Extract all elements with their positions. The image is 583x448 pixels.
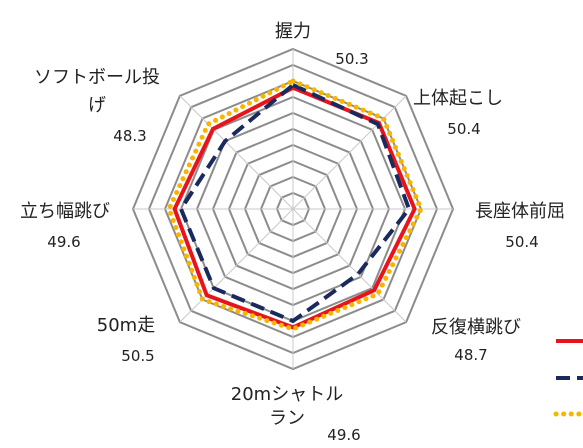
axis-value-label-5: 50.5 xyxy=(121,347,154,365)
axis-label-7-line-1: げ xyxy=(88,95,106,116)
axis-value-label-2: 50.4 xyxy=(505,233,538,251)
spoke-5 xyxy=(179,208,294,323)
series-line-0 xyxy=(172,85,417,330)
spoke-1 xyxy=(292,95,407,210)
axis-label-1-line-0: 上体起こし xyxy=(413,88,503,109)
axis-value-label-0: 50.3 xyxy=(335,50,368,68)
radar-series xyxy=(166,78,424,332)
axis-value-label-1: 50.4 xyxy=(447,120,480,138)
axis-label-6-line-0: 立ち幅跳び xyxy=(20,201,110,222)
spoke-7 xyxy=(179,95,294,210)
axis-value-label-7: 48.3 xyxy=(113,127,146,145)
axis-value-label-4: 49.6 xyxy=(327,426,360,444)
axis-label-0-line-0: 握力 xyxy=(275,21,311,42)
axis-label-5-line-0: 50m走 xyxy=(97,315,155,336)
axis-label-3-line-0: 反復横跳び xyxy=(431,317,521,338)
series-line-1 xyxy=(179,83,411,323)
radar-spokes xyxy=(133,49,453,369)
axis-label-7-line-0: ソフトボール投 xyxy=(34,67,160,88)
axis-labels: 握力 50.3 上体起こし 50.4 長座体前屈 50.4 反復横跳び 48.7 20mシャトル… xyxy=(20,21,565,444)
axis-label-2-line-0: 長座体前屈 xyxy=(475,201,565,222)
axis-label-4-line-1: ラン xyxy=(269,408,305,429)
axis-label-4-line-0: 20mシャトル xyxy=(231,384,343,405)
legend xyxy=(553,339,583,417)
spoke-3 xyxy=(292,208,407,323)
axis-value-label-6: 49.6 xyxy=(47,233,80,251)
series-line-2 xyxy=(166,78,424,332)
axis-value-label-3: 48.7 xyxy=(454,346,487,364)
